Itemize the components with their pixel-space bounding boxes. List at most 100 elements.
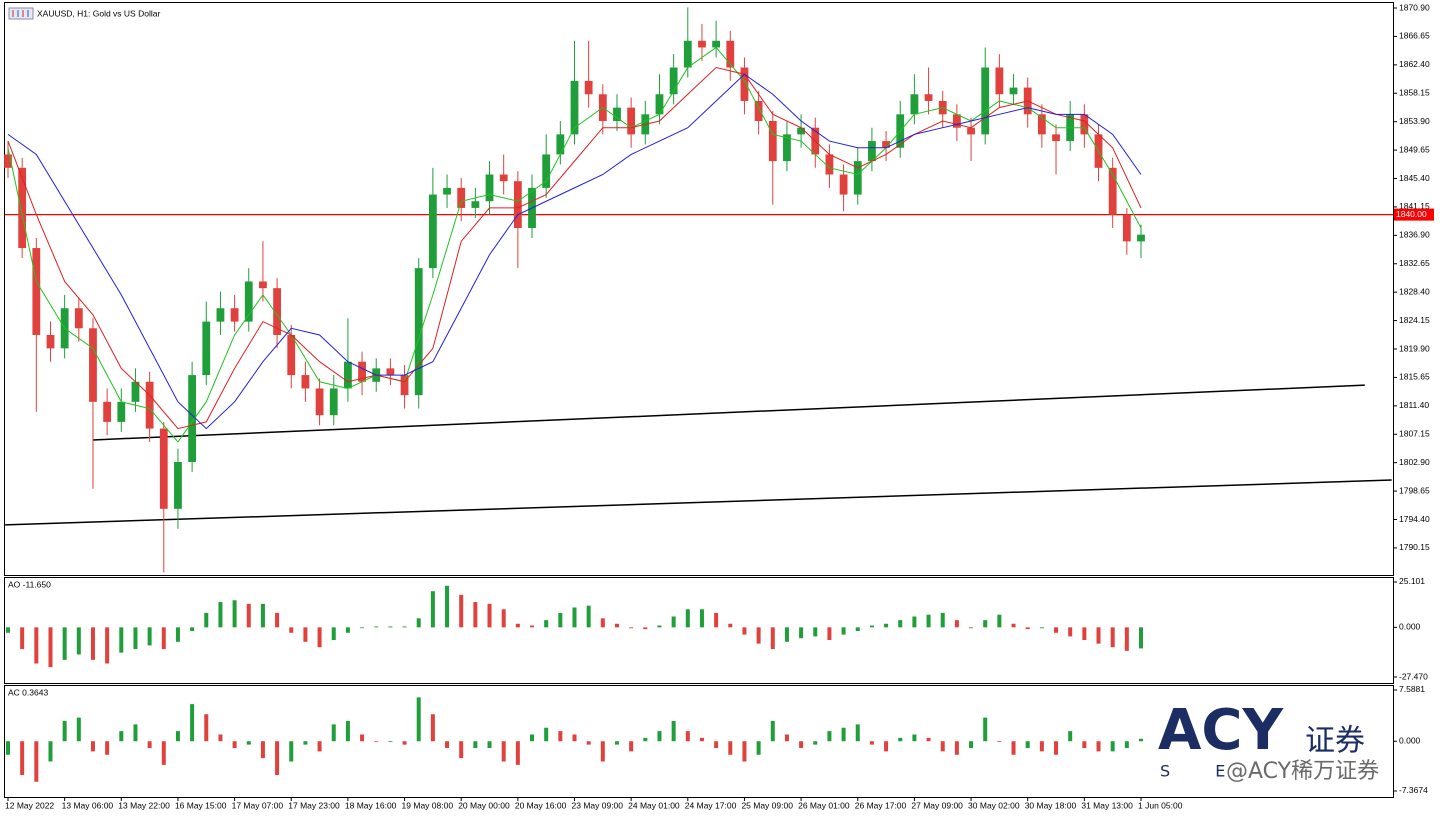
y-tick-label: 1853.90	[1399, 116, 1430, 126]
symbol-icon	[8, 7, 34, 20]
candle	[230, 294, 239, 332]
candle	[131, 368, 140, 412]
histogram-bar	[190, 627, 195, 631]
candle	[301, 361, 310, 402]
x-tick-label: 30 May 02:00	[968, 800, 1020, 810]
histogram-bar	[742, 741, 747, 762]
histogram-bar	[813, 741, 818, 745]
y-tick-label: -27.470	[1399, 671, 1428, 681]
candle	[1009, 74, 1018, 105]
histogram-bar	[445, 741, 450, 748]
candle-body	[797, 127, 805, 135]
histogram-bar	[600, 741, 605, 762]
histogram-bar	[600, 618, 605, 628]
candle-body	[995, 67, 1004, 95]
histogram-bar	[714, 741, 719, 748]
candle-body	[174, 462, 182, 509]
y-tick-label: 0.000	[1399, 735, 1421, 745]
candle	[1037, 104, 1046, 148]
candle-body	[542, 154, 551, 188]
histogram-bar	[997, 614, 1002, 628]
candle	[513, 171, 522, 269]
histogram-bar	[303, 627, 308, 642]
histogram-bar	[487, 741, 492, 748]
histogram-bar	[90, 627, 95, 660]
histogram-bar	[20, 627, 25, 650]
candle	[499, 154, 508, 195]
candle	[443, 174, 451, 208]
histogram-bar	[657, 625, 662, 628]
x-tick-label: 18 May 16:00	[345, 800, 397, 810]
candle	[556, 121, 565, 165]
candle	[159, 421, 168, 573]
candle	[188, 361, 197, 473]
candle	[698, 24, 706, 61]
candle	[910, 74, 919, 125]
histogram-bar	[586, 741, 591, 745]
candle	[726, 30, 735, 81]
histogram-bar	[841, 627, 846, 635]
histogram-bar	[699, 737, 704, 742]
candle-body	[669, 67, 678, 95]
histogram-bar	[374, 626, 379, 628]
moving-average	[7, 66, 1142, 430]
histogram-bar	[884, 623, 889, 628]
y-tick-label: 7.5881	[1399, 684, 1425, 694]
candle-body	[202, 321, 211, 376]
histogram-bar	[1110, 741, 1115, 752]
candle-body	[457, 187, 466, 208]
histogram-bar	[119, 731, 124, 742]
candle-body	[952, 114, 961, 128]
candle	[32, 238, 41, 412]
candle	[683, 7, 692, 78]
histogram-bar	[331, 724, 336, 742]
histogram-bar	[289, 627, 294, 633]
histogram-bar	[6, 741, 10, 755]
y-tick-label: 1866.65	[1399, 31, 1430, 41]
candle-body	[556, 134, 565, 155]
candle-body	[74, 308, 83, 329]
histogram-bar	[898, 737, 903, 742]
watermark-logo-cn: 证券	[1305, 724, 1365, 759]
candle-body	[499, 174, 508, 182]
candle	[273, 278, 281, 349]
candle-body	[655, 94, 664, 115]
candle-body	[301, 375, 310, 389]
y-tick-label: 1828.40	[1399, 286, 1430, 296]
candle	[768, 110, 777, 205]
histogram-bar	[728, 623, 733, 628]
histogram-bar	[416, 697, 421, 742]
candle	[46, 321, 55, 362]
candle-body	[287, 334, 296, 376]
candle-body	[4, 154, 12, 168]
y-tick-label: 1811.40	[1399, 400, 1429, 410]
histogram-bar	[969, 627, 974, 629]
x-tick-label: 13 May 22:00	[118, 800, 170, 810]
candle	[400, 365, 409, 409]
candle	[712, 20, 721, 58]
histogram-bar	[558, 731, 563, 742]
y-tick-label: 1794.40	[1399, 514, 1430, 524]
histogram-bar	[501, 609, 506, 628]
histogram-bar	[1096, 741, 1101, 752]
y-tick-label: 1858.15	[1399, 88, 1430, 98]
histogram-bar	[671, 616, 676, 628]
histogram-bar	[133, 724, 138, 742]
candle	[89, 318, 97, 489]
histogram-bar	[813, 627, 818, 637]
candle-body	[1080, 114, 1089, 135]
histogram-bar	[983, 620, 988, 628]
histogram-bar	[232, 600, 237, 628]
candle-body	[1037, 114, 1046, 135]
candle-body	[32, 248, 41, 335]
y-tick-label: 1790.15	[1399, 542, 1430, 552]
histogram-bar	[898, 620, 903, 628]
moving-average	[7, 46, 1142, 443]
candle	[259, 241, 267, 302]
candle	[839, 164, 848, 212]
histogram-bar	[473, 602, 478, 628]
histogram-bar	[246, 741, 251, 745]
watermark-logo: ACY	[1158, 698, 1284, 763]
histogram-bar	[374, 741, 379, 743]
histogram-bar	[940, 612, 945, 628]
